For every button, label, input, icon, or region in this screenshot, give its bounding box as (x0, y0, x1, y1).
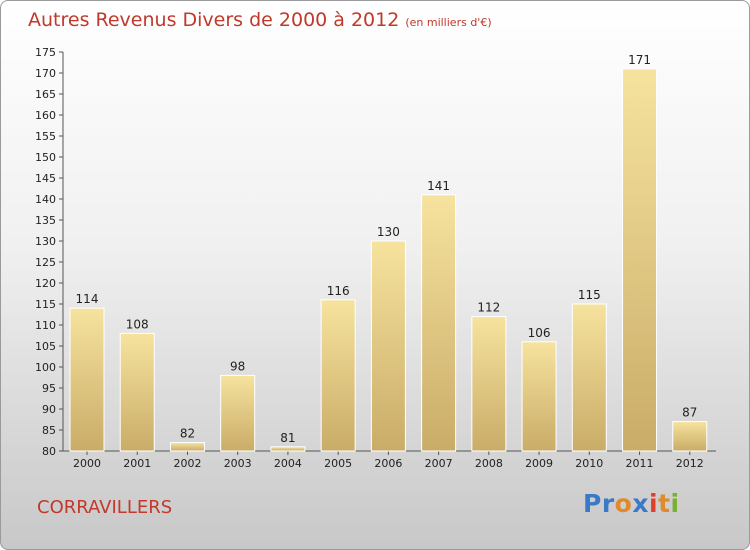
x-tick-label: 2006 (374, 457, 402, 470)
y-tick-label: 135 (35, 214, 56, 227)
logo-letter: t (658, 489, 671, 518)
y-tick-label: 145 (35, 172, 56, 185)
bar-2000 (69, 307, 105, 452)
y-tick-label: 100 (35, 361, 56, 374)
y-tick-label: 120 (35, 277, 56, 290)
y-tick-label: 170 (35, 67, 56, 80)
logo-letter: i (649, 489, 659, 518)
x-tick-label: 2008 (475, 457, 503, 470)
y-tick-label: 130 (35, 235, 56, 248)
bar-2002 (169, 442, 205, 452)
bar-2009 (521, 341, 557, 452)
y-tick-label: 115 (35, 298, 56, 311)
y-tick-label: 105 (35, 340, 56, 353)
data-label: 82 (180, 427, 195, 441)
y-tick-label: 155 (35, 130, 56, 143)
bar-2004 (270, 446, 306, 452)
x-tick-label: 2004 (274, 457, 302, 470)
data-label: 106 (528, 326, 551, 340)
title-unit: (en milliers d'€) (405, 16, 492, 29)
y-tick-label: 110 (35, 319, 56, 332)
bar-2007 (421, 194, 457, 452)
x-tick-label: 2001 (123, 457, 151, 470)
logo-letter: x (632, 489, 649, 518)
x-tick-label: 2007 (425, 457, 453, 470)
data-label: 141 (427, 179, 450, 193)
logo-letter: P (583, 489, 602, 518)
y-tick-label: 140 (35, 193, 56, 206)
bar-2008 (471, 316, 507, 452)
chart-title: Autres Revenus Divers de 2000 à 2012 (en … (28, 9, 492, 31)
y-tick-label: 90 (42, 403, 56, 416)
data-label: 171 (628, 53, 651, 67)
logo-letter: i (670, 489, 680, 518)
bar-2001 (119, 332, 155, 452)
y-tick-label: 175 (35, 46, 56, 59)
x-tick-label: 2002 (173, 457, 201, 470)
x-axis: 2000 2001 2002 2003 2004 2005 2006 2007 2008 2009… (63, 450, 716, 470)
logo-letter: r (601, 489, 615, 518)
y-tick-label: 150 (35, 151, 56, 164)
data-label: 116 (327, 284, 350, 298)
y-axis: 80 85 90 95 100 105 110 115 120 125 130 135 140 145 15… (35, 46, 64, 458)
bar-2006 (370, 240, 406, 452)
data-label: 112 (477, 301, 500, 315)
proxiti-logo[interactable]: Proxiti (583, 489, 693, 525)
bar-2012 (672, 421, 708, 452)
x-tick-label: 2010 (575, 457, 603, 470)
title-text: Autres Revenus Divers de 2000 à 2012 (28, 9, 400, 31)
x-tick-label: 2003 (224, 457, 252, 470)
y-tick-label: 95 (42, 382, 56, 395)
y-tick-label: 160 (35, 109, 56, 122)
x-tick-label: 2009 (525, 457, 553, 470)
y-tick-label: 125 (35, 256, 56, 269)
bar-2011 (622, 68, 658, 452)
x-tick-label: 2011 (626, 457, 654, 470)
data-label: 87 (682, 406, 697, 420)
x-tick-label: 2012 (676, 457, 704, 470)
bars-group: 114 108 82 98 81 116 130 141 112 106 115 171 87 (69, 53, 708, 452)
y-tick-label: 80 (42, 445, 56, 458)
data-label: 108 (126, 317, 149, 331)
data-label: 114 (76, 292, 99, 306)
commune-name: CORRAVILLERS (37, 497, 173, 518)
bar-2003 (220, 374, 256, 452)
data-label: 115 (578, 288, 601, 302)
data-label: 130 (377, 225, 400, 239)
y-tick-label: 85 (42, 424, 56, 437)
y-tick-label: 165 (35, 88, 56, 101)
logo-letter: o (614, 489, 633, 518)
x-tick-label: 2000 (73, 457, 101, 470)
data-label: 81 (280, 431, 295, 445)
data-label: 98 (230, 359, 245, 373)
bar-2010 (571, 303, 607, 452)
bar-2005 (320, 299, 356, 452)
x-tick-label: 2005 (324, 457, 352, 470)
